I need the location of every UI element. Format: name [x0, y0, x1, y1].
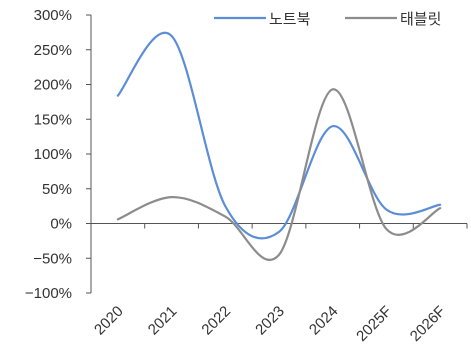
- x-tick-label: 2025F: [353, 303, 395, 345]
- x-tick-label: 2020: [91, 303, 127, 339]
- legend: 노트북 태블릿: [214, 10, 441, 28]
- y-tick-label: 150%: [34, 111, 72, 128]
- y-tick-label: −50%: [33, 250, 72, 267]
- series-lines: [118, 33, 440, 260]
- x-tick-label: 2021: [145, 303, 181, 339]
- legend-label-1: 태블릿: [400, 10, 441, 28]
- x-tick-label: 2026F: [407, 303, 449, 345]
- series-line-0: [118, 33, 440, 239]
- y-tick-label: 0%: [50, 216, 72, 233]
- y-tick-label: 50%: [42, 181, 72, 198]
- series-line-1: [118, 89, 440, 260]
- x-tick-label: 2024: [306, 303, 342, 339]
- y-tick-label: −100%: [25, 285, 72, 302]
- y-tick-label: 250%: [34, 42, 72, 59]
- y-axis: 300% 250% 200% 150% 100% 50% 0% −50% −100%: [25, 7, 91, 302]
- x-axis: 2020 2021 2022 2023 2024 2025F 2026F: [91, 224, 467, 345]
- x-tick-label: 2023: [252, 303, 288, 339]
- legend-label-0: 노트북: [269, 10, 310, 28]
- y-tick-label: 200%: [34, 77, 72, 94]
- y-tick-label: 300%: [34, 7, 72, 24]
- x-tick-label: 2022: [198, 303, 234, 339]
- y-tick-label: 100%: [34, 146, 72, 163]
